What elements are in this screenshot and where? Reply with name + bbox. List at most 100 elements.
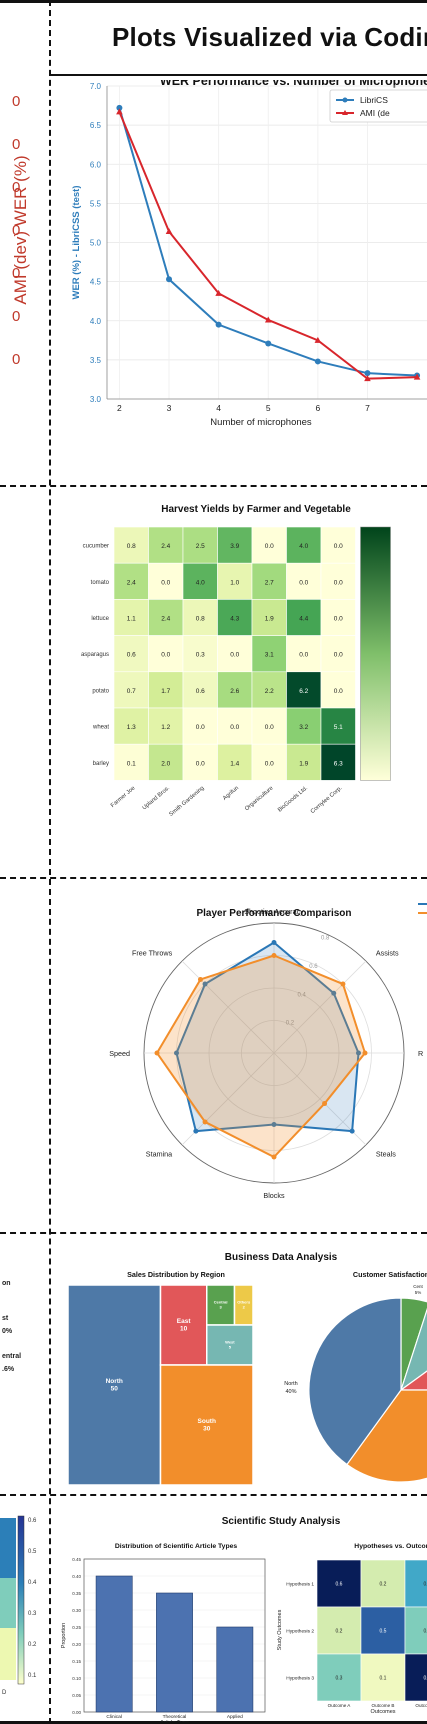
- y-tick-label: 0.30: [72, 1608, 81, 1613]
- row-divider-4: [0, 1494, 427, 1496]
- left-axis-label: AMI (dev) WER (%): [11, 155, 30, 304]
- heatmap-value: 1.4: [230, 760, 239, 767]
- col-label: Upland Bros.: [142, 785, 172, 811]
- heatmap-value: 2.2: [265, 688, 274, 695]
- x-tick-label: 5: [266, 403, 271, 413]
- wer-line-chart: WER Performance vs. Number of Microphone…: [71, 80, 427, 428]
- heatmap-value: 1.9: [299, 760, 308, 767]
- left-colorbar-tick: 0.1: [28, 1673, 37, 1679]
- heatmap-cell: [113, 526, 149, 564]
- heatmap-value: 4.3: [230, 616, 239, 623]
- heatmap-value: 0.3: [424, 1629, 427, 1635]
- y-tick-label: 0.00: [72, 1710, 81, 1715]
- left-colorbar-tick: 0.3: [28, 1611, 37, 1617]
- treemap-label: Central: [214, 1300, 228, 1305]
- treemap-label: 10: [180, 1325, 188, 1332]
- treemap-cell: [67, 1284, 162, 1486]
- chart-title: Business Data Analysis: [225, 1252, 338, 1263]
- col-label: Cornylee Corp.: [310, 785, 344, 815]
- heatmap-cell: [316, 1653, 362, 1702]
- heatmap-value: 0.6: [196, 688, 205, 695]
- col-label: Smith Gardening: [168, 785, 205, 818]
- treemap-label: South: [198, 1418, 216, 1425]
- row-divider-1: [0, 485, 427, 487]
- treemap-label: North: [106, 1378, 123, 1385]
- heatmap-cell: [320, 526, 356, 564]
- radar-point: [356, 1050, 361, 1056]
- heatmap-cell: [217, 526, 253, 564]
- heatmap-value: 3.1: [265, 652, 274, 659]
- heatmap-value: 0.0: [334, 579, 343, 586]
- heatmap-value: 0.0: [230, 724, 239, 731]
- x-tick-label: 6: [315, 403, 320, 413]
- y-tick-label: 0.05: [72, 1693, 81, 1698]
- y-tick-label: 5.0: [90, 239, 102, 248]
- x-axis-label: Article Type: [160, 1720, 189, 1722]
- heatmap-value: 0.0: [265, 760, 274, 767]
- heatmap-cell: [217, 599, 253, 636]
- treemap-label: 50: [111, 1385, 119, 1392]
- chart-title: Player Performance Comparison: [196, 908, 351, 919]
- y-tick-label: 0.35: [72, 1591, 81, 1596]
- y-tick-label: 3.5: [90, 356, 102, 365]
- pie-slice: [346, 1389, 427, 1483]
- legend-label: AMI (de: [360, 108, 390, 118]
- radar-point: [197, 976, 203, 982]
- heatmap-cell: [251, 707, 287, 745]
- pie-title: Customer Satisfaction Ratin: [353, 1270, 427, 1279]
- radar-point: [340, 981, 346, 987]
- heatmap-value: 2.0: [161, 760, 170, 767]
- heatmap-value: 0.6: [127, 652, 136, 659]
- heatmap-cell: [148, 599, 184, 636]
- x-tick-label: 2: [117, 403, 122, 413]
- heatmap-cell: [251, 599, 287, 636]
- heatmap-value: 0.1: [380, 1676, 387, 1682]
- heatmap-cell: [404, 1606, 427, 1655]
- col-label: BioGoods Ltd.: [277, 785, 309, 813]
- heatmap-value: 1.1: [127, 616, 136, 623]
- heatmap-value: 1.0: [230, 579, 239, 586]
- radar-r-tick: 0.4: [297, 992, 306, 998]
- radar-spoke: [181, 960, 275, 1054]
- x-tick-label: 3: [167, 403, 172, 413]
- x-tick-label: Theoretical: [163, 1714, 187, 1720]
- treemap-label: 30: [203, 1425, 211, 1432]
- treemap-label: Others: [237, 1300, 251, 1305]
- row-label: tomato: [91, 580, 110, 586]
- col-label: Organiculture: [244, 785, 275, 812]
- heatmap-value: 0.0: [334, 652, 343, 659]
- row-label: Hypothesis 3: [286, 1676, 314, 1682]
- col-label: Farmer Joe: [110, 785, 137, 809]
- col-label: Outcome C: [415, 1703, 427, 1708]
- page-title: Plots Visualized via Codin: [112, 22, 427, 52]
- heatmap-cell: [360, 1653, 406, 1702]
- heatmap-value: 6.3: [334, 760, 343, 767]
- heatmap-cell: [404, 1559, 427, 1608]
- heatmap-value: 0.0: [196, 760, 205, 767]
- header-divider: [49, 74, 427, 76]
- heatmap-cell: [148, 526, 184, 564]
- radar-point: [271, 1154, 277, 1160]
- y-tick-label: 0.40: [72, 1574, 81, 1579]
- data-point: [264, 316, 272, 323]
- x-tick-label: Applied: [227, 1714, 243, 1720]
- pie-label: 5%: [415, 1290, 422, 1295]
- radar-r-tick: 0.2: [286, 1021, 295, 1027]
- heatmap-cell: [316, 1606, 362, 1655]
- radar-spoke: [273, 960, 367, 1054]
- radar-point: [154, 1050, 160, 1056]
- heatmap-cell: [320, 562, 356, 600]
- left-tick-label: 0: [12, 136, 20, 153]
- radar-point: [202, 1119, 208, 1125]
- y-tick-label: 0.10: [72, 1676, 81, 1681]
- heatmap-value: 2.4: [161, 543, 170, 550]
- heatmap-cell: [182, 671, 218, 709]
- data-point: [314, 358, 321, 365]
- left-heatmap-cell: [0, 1628, 16, 1680]
- left-tick-label: 0: [12, 179, 20, 196]
- radar-axis-label: Free Throws: [132, 949, 173, 958]
- heatmap-cell: [182, 707, 218, 745]
- heatmap-value: 0.0: [230, 652, 239, 659]
- heatmap-value: 0.0: [334, 688, 343, 695]
